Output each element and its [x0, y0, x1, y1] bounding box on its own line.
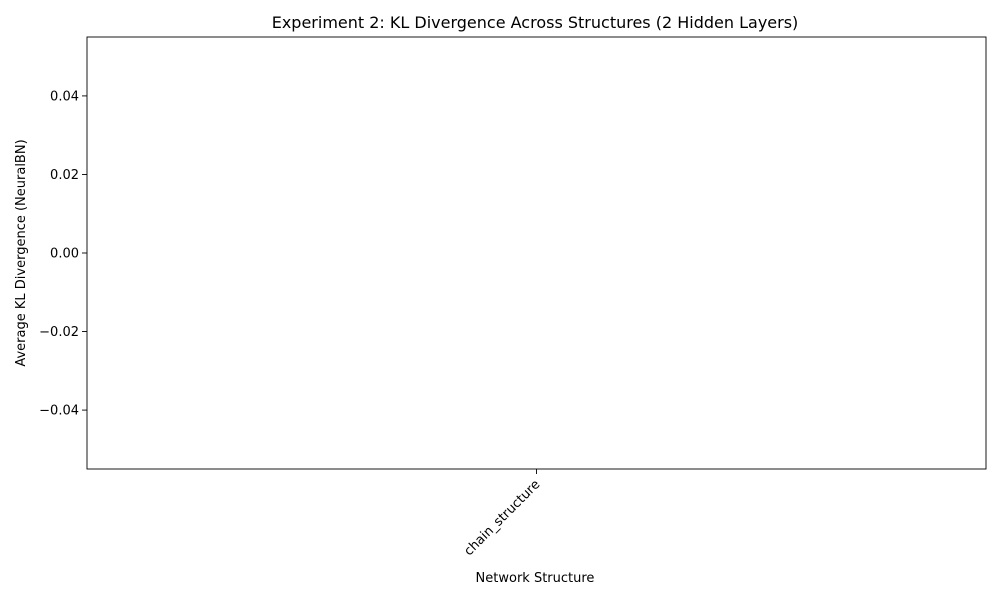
y-tick-label: 0.04	[50, 89, 79, 104]
y-tick-label: 0.00	[50, 247, 79, 262]
y-tick-label: 0.02	[50, 168, 79, 183]
y-axis-label: Average KL Divergence (NeuralBN)	[14, 139, 29, 366]
x-tick-label: chain_structure	[462, 477, 544, 559]
x-axis-label: Network Structure	[476, 571, 595, 586]
y-tick-label: −0.02	[39, 325, 79, 340]
y-axis-ticks: −0.04 −0.02 0.00 0.02 0.04	[39, 89, 87, 419]
y-tick-label: −0.04	[39, 404, 79, 419]
chart-title: Experiment 2: KL Divergence Across Struc…	[272, 13, 799, 32]
plot-area	[86, 36, 987, 470]
x-axis-ticks: chain_structure	[462, 469, 544, 559]
